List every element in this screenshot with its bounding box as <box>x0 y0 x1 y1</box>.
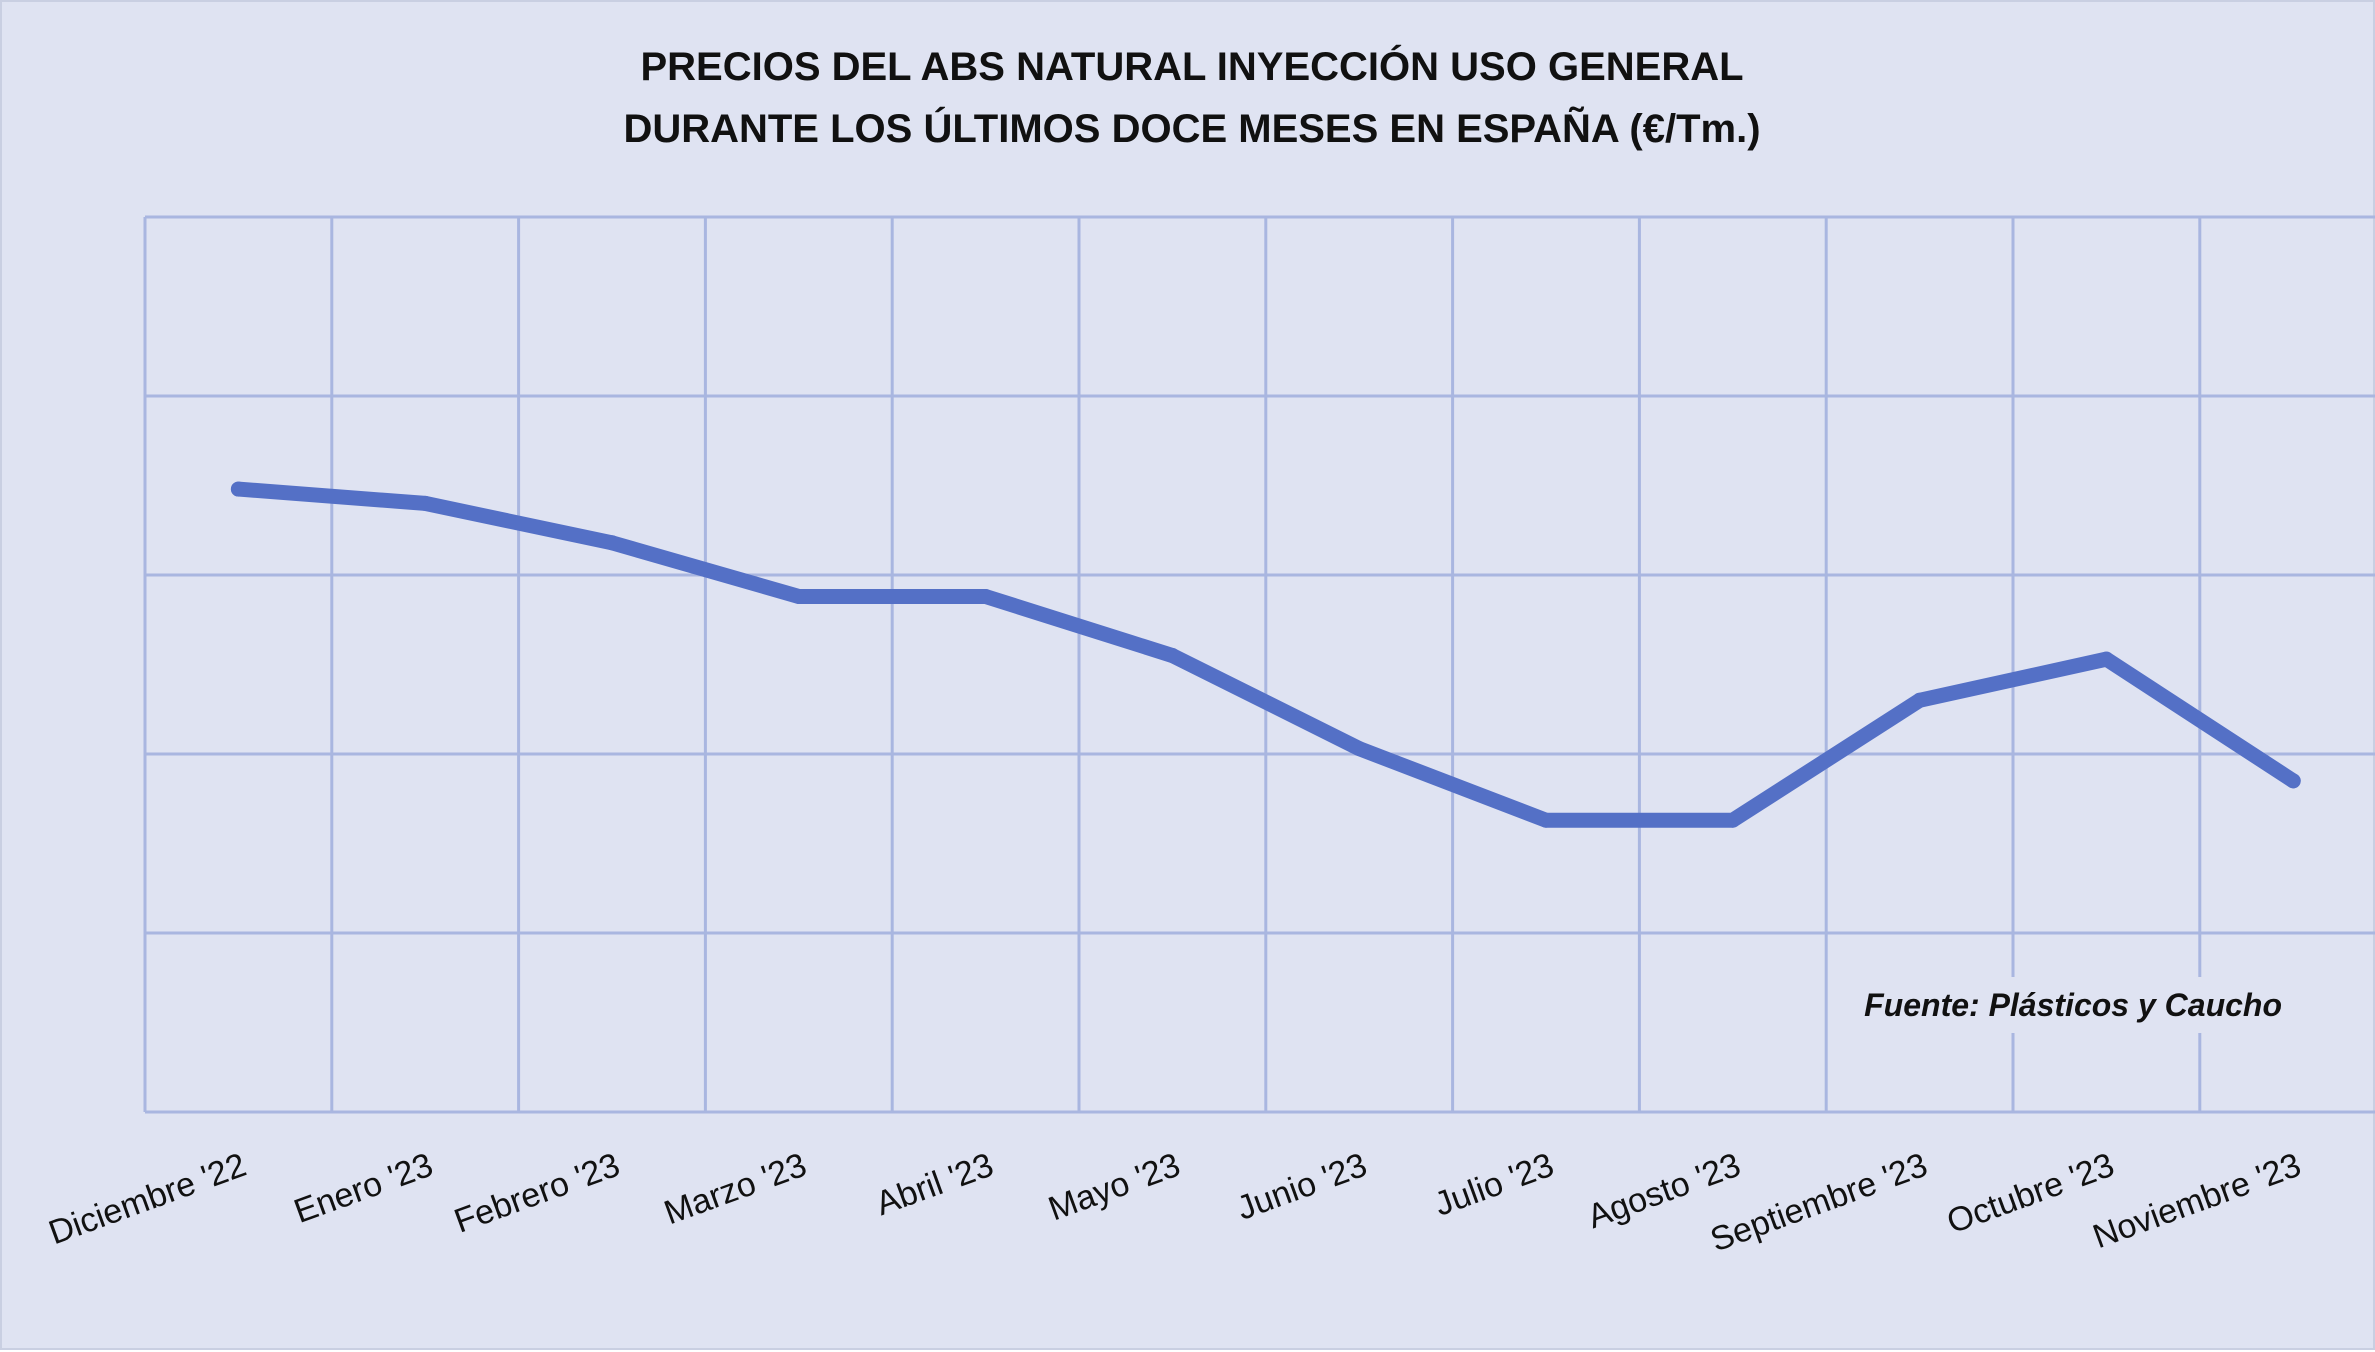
x-tick-label: Mayo '23 <box>1043 1146 1185 1229</box>
x-tick-label: Diciembre '22 <box>44 1146 251 1252</box>
data-point <box>230 481 246 497</box>
series-layer <box>230 481 2301 828</box>
data-point <box>1725 812 1741 828</box>
data-point <box>2098 651 2114 667</box>
x-tick-label: Noviembre '23 <box>2088 1146 2306 1256</box>
source-note-background <box>1850 977 2296 1033</box>
data-point <box>978 588 994 604</box>
x-tick-label: Marzo '23 <box>659 1146 811 1232</box>
data-point <box>791 588 807 604</box>
source-note: Fuente: Plásticos y Caucho <box>1864 987 2282 1023</box>
data-point <box>1912 692 1928 708</box>
x-axis-tick-labels: Diciembre '22 Enero '23 Febrero '23 Marzo '… <box>44 1146 2306 1260</box>
grid <box>143 215 2375 1114</box>
chart-title-line-1: PRECIOS DEL ABS NATURAL INYECCIÓN USO GE… <box>640 43 1743 89</box>
data-point <box>1351 741 1367 757</box>
x-tick-label: Enero '23 <box>289 1146 438 1231</box>
x-tick-label: Febrero '23 <box>449 1146 624 1241</box>
data-point <box>1538 812 1554 828</box>
data-point <box>2285 773 2301 789</box>
x-tick-label: Abril '23 <box>871 1146 998 1223</box>
series-line <box>230 481 2301 828</box>
x-tick-label: Septiembre '23 <box>1705 1146 1932 1260</box>
chart-title-line-2: DURANTE LOS ÚLTIMOS DOCE MESES EN ESPAÑA… <box>623 105 1760 151</box>
data-point <box>1164 648 1180 664</box>
x-tick-label: Junio '23 <box>1232 1146 1372 1228</box>
data-point <box>604 535 620 551</box>
x-tick-label: Julio '23 <box>1430 1146 1559 1224</box>
data-point <box>417 495 433 511</box>
